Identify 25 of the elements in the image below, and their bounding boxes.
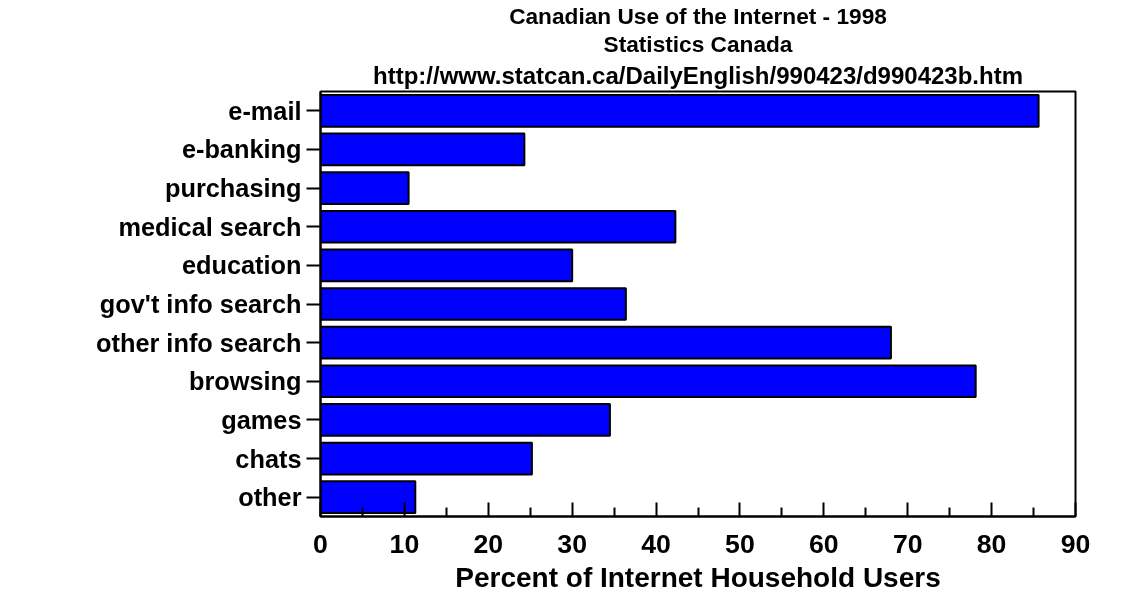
text: http://www.statcan.ca/DailyEnglish/990423/d990423b.htm (373, 61, 1024, 89)
x-tick-label: 60 (809, 528, 839, 559)
x-tick-label: 30 (557, 528, 587, 559)
x-tick-label: 80 (976, 528, 1007, 559)
y-tick-label: gov't info search (99, 290, 302, 318)
y-tick-label: chats (235, 444, 302, 473)
y-tick-label: purchasing (164, 174, 302, 203)
x-tick-label: 10 (389, 528, 420, 559)
y-tick-label: browsing (188, 367, 302, 396)
x-tick-label: 90 (1060, 528, 1091, 559)
y-tick-label: games (221, 405, 302, 434)
x-axis-title: Percent of Internet Household Users (455, 561, 941, 593)
x-tick-label: 50 (725, 528, 755, 559)
x-tick-label: 0 (313, 528, 328, 559)
x-tick-label: 40 (641, 528, 671, 559)
chart-title: Canadian Use of the Internet - 1998 (509, 2, 887, 29)
y-tick-label: other (238, 483, 302, 512)
chart-subtitle: Statistics Canada (603, 30, 793, 57)
y-tick-label: medical search (118, 212, 302, 241)
y-tick-label: e-banking (181, 135, 302, 164)
y-tick-label: e-mail (228, 96, 302, 125)
x-tick-label: 70 (892, 528, 923, 559)
y-tick-label: other info search (96, 328, 302, 357)
y-tick-label: education (181, 251, 302, 280)
x-tick-label: 20 (473, 528, 504, 559)
